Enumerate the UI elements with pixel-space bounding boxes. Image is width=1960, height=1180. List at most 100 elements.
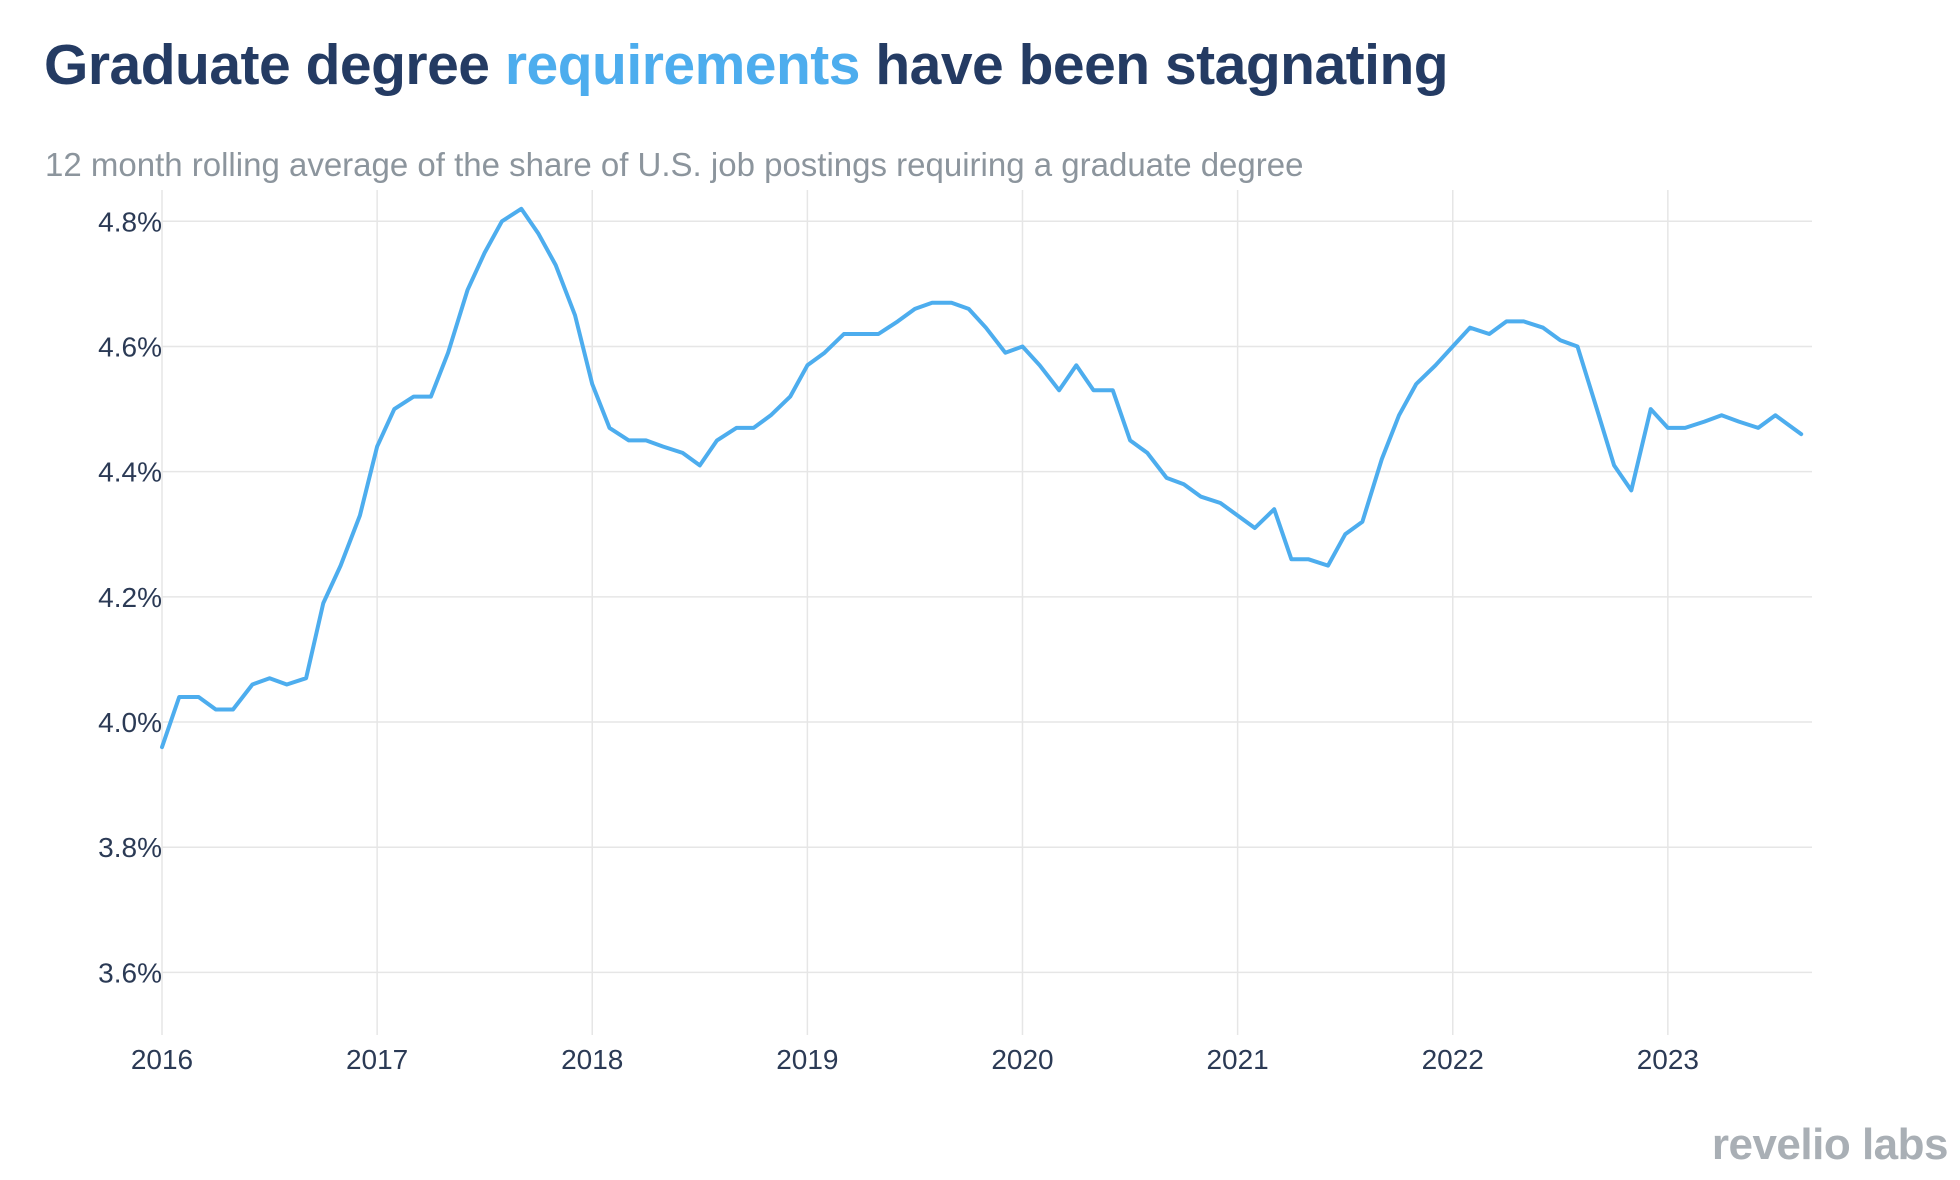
data-point <box>1343 532 1347 536</box>
data-point <box>1558 338 1562 342</box>
data-point <box>1145 451 1149 455</box>
data-point <box>1791 426 1795 430</box>
data-point <box>698 463 702 467</box>
data-point <box>661 445 665 449</box>
data-point <box>339 564 343 568</box>
data-point <box>769 413 773 417</box>
data-point <box>715 438 719 442</box>
x-tick-label: 2017 <box>346 1044 408 1075</box>
data-point <box>1199 495 1203 499</box>
data-point <box>1360 520 1364 524</box>
data-point <box>536 232 540 236</box>
data-point <box>1272 507 1276 511</box>
y-tick-label: 4.4% <box>98 457 162 488</box>
data-point <box>627 438 631 442</box>
data-point <box>1397 413 1401 417</box>
title-part-2: have been stagnating <box>875 33 1449 97</box>
data-point <box>231 708 235 712</box>
x-tick-label: 2018 <box>561 1044 623 1075</box>
data-point <box>429 395 433 399</box>
data-point <box>1799 432 1803 436</box>
data-point <box>1289 557 1293 561</box>
data-point <box>1326 564 1330 568</box>
data-point <box>1487 332 1491 336</box>
data-point <box>1414 382 1418 386</box>
x-tick-label: 2020 <box>991 1044 1053 1075</box>
data-point <box>1253 526 1257 530</box>
data-point <box>859 332 863 336</box>
data-point <box>1236 513 1240 517</box>
x-tick-label: 2019 <box>776 1044 838 1075</box>
data-point <box>500 219 504 223</box>
data-point <box>1434 363 1438 367</box>
data-point <box>1057 388 1061 392</box>
data-point <box>681 451 685 455</box>
data-point <box>392 407 396 411</box>
data-point <box>519 207 523 211</box>
data-point <box>1003 351 1007 355</box>
data-point <box>1683 426 1687 430</box>
data-point <box>1720 413 1724 417</box>
data-point <box>950 301 954 305</box>
data-point <box>590 382 594 386</box>
data-point <box>1629 488 1633 492</box>
x-tick-label: 2022 <box>1422 1044 1484 1075</box>
data-point <box>930 301 934 305</box>
data-point <box>1702 420 1706 424</box>
data-point <box>876 332 880 336</box>
data-point <box>197 695 201 699</box>
data-point <box>823 351 827 355</box>
data-point <box>214 708 218 712</box>
data-point <box>304 676 308 680</box>
data-point <box>446 351 450 355</box>
data-point <box>160 745 164 749</box>
data-point <box>842 332 846 336</box>
data-point <box>573 313 577 317</box>
data-point <box>1773 413 1777 417</box>
data-point <box>1451 344 1455 348</box>
y-tick-label: 3.8% <box>98 832 162 863</box>
data-point <box>1074 363 1078 367</box>
data-point <box>1182 482 1186 486</box>
data-point <box>734 426 738 430</box>
y-tick-label: 4.6% <box>98 331 162 362</box>
data-point <box>1737 420 1741 424</box>
data-point <box>1576 344 1580 348</box>
data-point <box>1165 476 1169 480</box>
data-point <box>1038 363 1042 367</box>
x-tick-label: 2021 <box>1206 1044 1268 1075</box>
data-point <box>483 251 487 255</box>
data-point <box>788 395 792 399</box>
data-point <box>1020 344 1024 348</box>
title-accent: requirements <box>504 33 861 97</box>
title-part-1: Graduate degree <box>44 33 490 97</box>
data-point <box>268 676 272 680</box>
data-point <box>1505 319 1509 323</box>
data-point <box>644 438 648 442</box>
data-point <box>321 601 325 605</box>
data-point <box>1756 426 1760 430</box>
data-point <box>1128 438 1132 442</box>
data-point <box>285 682 289 686</box>
series-line-0 <box>160 206 1804 750</box>
data-point <box>177 695 181 699</box>
data-point <box>1541 326 1545 330</box>
revelio-labs-logo: revelio labs <box>1711 1120 1949 1169</box>
data-point <box>1380 457 1384 461</box>
y-tick-label: 3.6% <box>98 957 162 988</box>
y-tick-label: 4.2% <box>98 582 162 613</box>
data-point <box>554 263 558 267</box>
data-point <box>1307 557 1311 561</box>
chart-subtitle: 12 month rolling average of the share of… <box>45 146 1304 183</box>
x-tick-label: 2016 <box>131 1044 193 1075</box>
data-point <box>752 426 756 430</box>
data-point <box>1111 388 1115 392</box>
data-point <box>607 426 611 430</box>
data-point <box>805 363 809 367</box>
data-point <box>1091 388 1095 392</box>
data-point <box>1595 407 1599 411</box>
data-point <box>250 682 254 686</box>
data-point <box>1612 463 1616 467</box>
y-tick-label: 4.8% <box>98 206 162 237</box>
